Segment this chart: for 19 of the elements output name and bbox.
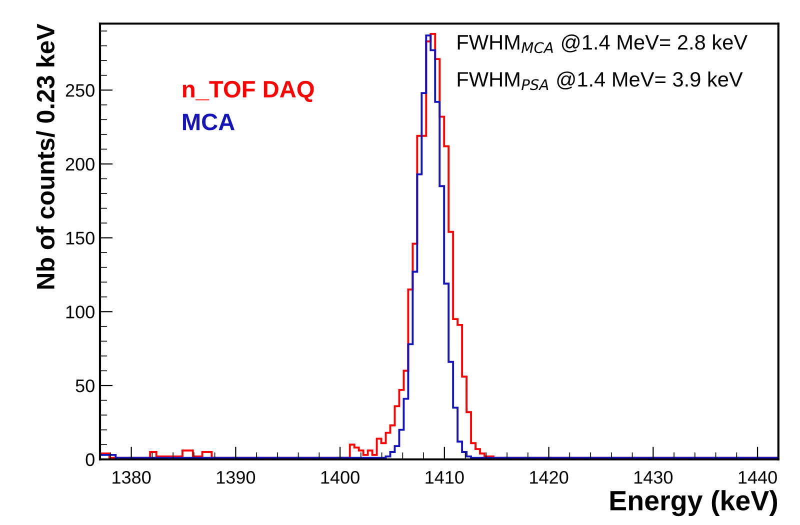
x-tick-label: 1420 [530, 470, 568, 484]
x-axis-title: Energy (keV) [610, 490, 778, 516]
y-tick-label: 100 [66, 306, 94, 318]
y-tick-label: 150 [66, 232, 94, 245]
annotation: FWHM$_{MCA}$ @1.4 MeV= 2.8 keV [458, 34, 748, 54]
x-tick-label: 1410 [426, 470, 464, 484]
x-tick-label: 1430 [634, 470, 673, 484]
text: MCA [182, 114, 235, 130]
x-tick-label: 1440 [738, 470, 777, 484]
y-tick-label: 200 [66, 158, 94, 171]
x-tick-label: 1400 [321, 470, 360, 484]
y-axis-title: Nb of counts/ 0.23 keV [36, 24, 55, 289]
x-tick-label: 1390 [216, 470, 256, 484]
annotation: FWHM$_{PSA}$ @1.4 MeV= 3.9 keV [458, 71, 743, 90]
y-tick-label: 250 [66, 84, 94, 97]
y-tick-label: 50 [76, 379, 94, 392]
text: n_TOF DAQ [182, 80, 314, 102]
x-tick-label: 1380 [112, 470, 151, 484]
y-tick-label: 0 [86, 453, 94, 466]
